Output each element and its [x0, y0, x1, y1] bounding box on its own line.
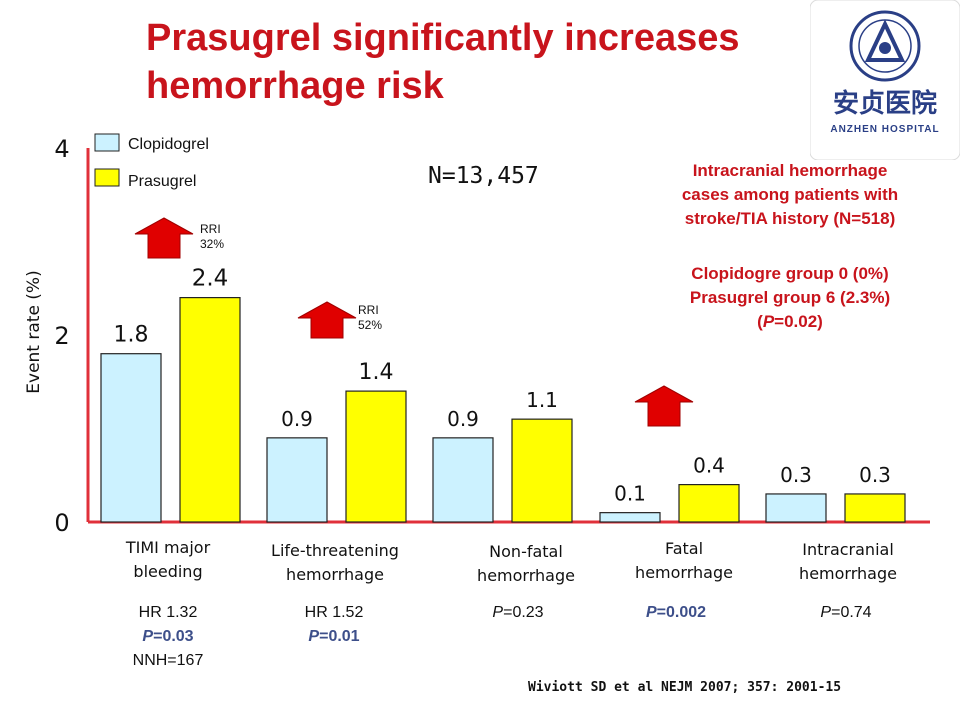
category-label: Fatal hemorrhage	[599, 537, 769, 585]
page-title: Prasugrel significantly increases hemorr…	[146, 14, 786, 110]
bar-value-label: 0.1	[614, 482, 646, 506]
bar-value-label: 0.9	[447, 407, 479, 431]
hospital-logo: 安贞医院 ANZHEN HOSPITAL	[809, 0, 960, 161]
bar-value-label: 2.4	[192, 266, 229, 292]
bar-value-label: 1.8	[114, 323, 149, 348]
legend-swatch-prasugrel	[94, 168, 120, 187]
bar-value-label: 0.4	[693, 454, 725, 478]
logo-english-text: ANZHEN HOSPITAL	[830, 124, 939, 135]
bar-prasugrel	[511, 418, 573, 523]
note-line-4: Clopidogre group 0 (0%)	[691, 264, 889, 283]
note-line-2: cases among patients with	[681, 185, 899, 204]
nnh-value: NNH=167	[132, 652, 204, 669]
rri-label: RRI	[200, 222, 221, 236]
rri-value: 52%	[358, 318, 382, 332]
title-line-1: Prasugrel significantly increases	[146, 17, 740, 59]
legend-label-clopidogrel: Clopidogrel	[128, 136, 209, 153]
legend-swatch-clopidogrel	[94, 133, 120, 152]
y-axis-label: Event rate (%)	[24, 270, 44, 393]
bar-clopidogrel	[100, 353, 162, 523]
title-line-2: hemorrhage risk	[146, 65, 444, 107]
bar-prasugrel	[345, 390, 407, 523]
bar-prasugrel	[844, 493, 906, 523]
bar-value-label: 0.9	[281, 407, 313, 431]
category-label-line: bleeding	[133, 562, 203, 581]
bar-value-label: 0.3	[780, 463, 812, 487]
bar-clopidogrel	[765, 493, 827, 523]
p-value: P=0.74	[820, 604, 872, 621]
category-label-line: hemorrhage	[799, 564, 897, 583]
y-tick-label: 2	[54, 322, 69, 350]
bar-value-label: 1.1	[526, 388, 558, 412]
category-label: Non-fatal hemorrhage	[441, 540, 611, 588]
legend-label-prasugrel: Prasugrel	[128, 173, 196, 190]
p-value: P=0.002	[645, 604, 707, 621]
category-label-line: hemorrhage	[477, 566, 575, 585]
rri-label: RRI	[358, 303, 379, 317]
category-label: Life-threatening hemorrhage	[250, 539, 420, 587]
logo-chinese-text: 安贞医院	[833, 88, 937, 119]
bar-prasugrel	[179, 297, 241, 523]
category-label: TIMI major bleeding	[83, 536, 253, 584]
p-value: P=0.01	[308, 628, 360, 645]
category-label-line: TIMI major	[125, 538, 211, 557]
y-tick-label: 0	[54, 509, 69, 537]
bar-value-label: 0.3	[859, 463, 891, 487]
n-label: N=13,457	[428, 163, 539, 189]
rri-value: 32%	[200, 237, 224, 251]
bar-clopidogrel	[432, 437, 494, 523]
bar-value-label: 1.4	[359, 360, 394, 385]
category-label-line: Non-fatal	[489, 542, 563, 561]
note-line-1: Intracranial hemorrhage	[692, 161, 888, 180]
category-label-line: Intracranial	[802, 540, 894, 559]
note-line-3: stroke/TIA history (N=518)	[684, 209, 896, 228]
category-label-line: Life-threatening	[271, 541, 399, 560]
p-value: P=0.23	[492, 604, 544, 621]
category-label-line: Fatal	[664, 539, 704, 558]
group-note: Clopidogre group 0 (0%) Prasugrel group …	[640, 262, 940, 334]
note-line-6: (P=0.02)	[757, 312, 823, 331]
category-label-line: hemorrhage	[286, 565, 384, 584]
bar-prasugrel	[678, 484, 740, 523]
bar-clopidogrel	[599, 512, 661, 523]
y-tick-label: 4	[54, 135, 69, 163]
up-arrow-icon	[134, 217, 194, 259]
p-value: P=0.03	[142, 628, 194, 645]
note-line-5: Prasugrel group 6 (2.3%)	[689, 288, 891, 307]
bar-clopidogrel	[266, 437, 328, 523]
category-label: Intracranial hemorrhage	[763, 538, 933, 586]
up-arrow-icon	[297, 301, 357, 339]
up-arrow-icon	[634, 385, 694, 427]
citation: Wiviott SD et al NEJM 2007; 357: 2001-15	[528, 680, 842, 695]
category-label-line: hemorrhage	[635, 563, 733, 582]
hazard-ratio: HR 1.52	[304, 604, 364, 621]
hazard-ratio: HR 1.32	[138, 604, 198, 621]
intracranial-note: Intracranial hemorrhage cases among pati…	[640, 159, 940, 231]
